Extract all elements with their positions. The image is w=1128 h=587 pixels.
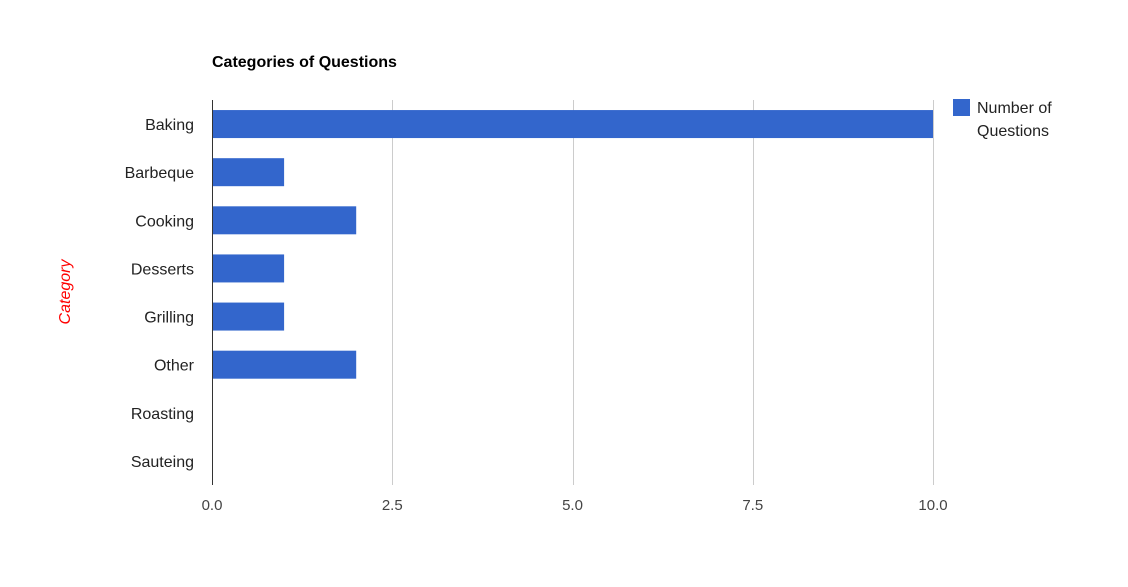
category-label-desserts: Desserts <box>131 261 194 278</box>
category-label-roasting: Roasting <box>131 406 194 423</box>
category-label-baking: Baking <box>145 117 194 134</box>
x-tick-label-0: 0.0 <box>202 497 223 514</box>
legend-label: Number of Questions <box>977 100 1056 140</box>
y-axis-title: Category <box>57 259 74 325</box>
bar-grilling <box>212 302 285 331</box>
bars <box>212 110 933 379</box>
category-label-barbeque: Barbeque <box>125 165 194 182</box>
gridlines <box>392 100 934 485</box>
chart-title: Categories of Questions <box>212 54 397 71</box>
bar-barbeque <box>212 158 285 187</box>
legend-swatch <box>953 99 970 116</box>
x-tick-label-2: 5.0 <box>562 497 583 514</box>
bar-other <box>212 350 357 379</box>
x-tick-labels: 0.0 2.5 5.0 7.5 10.0 <box>202 497 948 514</box>
bar-cooking <box>212 206 357 235</box>
bar-baking <box>212 110 933 139</box>
x-tick-label-4: 10.0 <box>918 497 947 514</box>
category-label-cooking: Cooking <box>135 213 194 230</box>
bar-desserts <box>212 254 285 283</box>
x-tick-label-3: 7.5 <box>742 497 763 514</box>
category-label-other: Other <box>154 358 195 375</box>
category-label-sauteing: Sauteing <box>131 454 194 471</box>
legend-label-line-2: Questions <box>977 123 1049 140</box>
category-label-grilling: Grilling <box>144 310 194 327</box>
category-labels: Baking Barbeque Cooking Desserts Grilling Oth… <box>125 117 195 471</box>
x-tick-label-1: 2.5 <box>382 497 403 514</box>
legend: Number of Questions <box>953 99 1056 140</box>
legend-label-line-1: Number of <box>977 100 1052 117</box>
